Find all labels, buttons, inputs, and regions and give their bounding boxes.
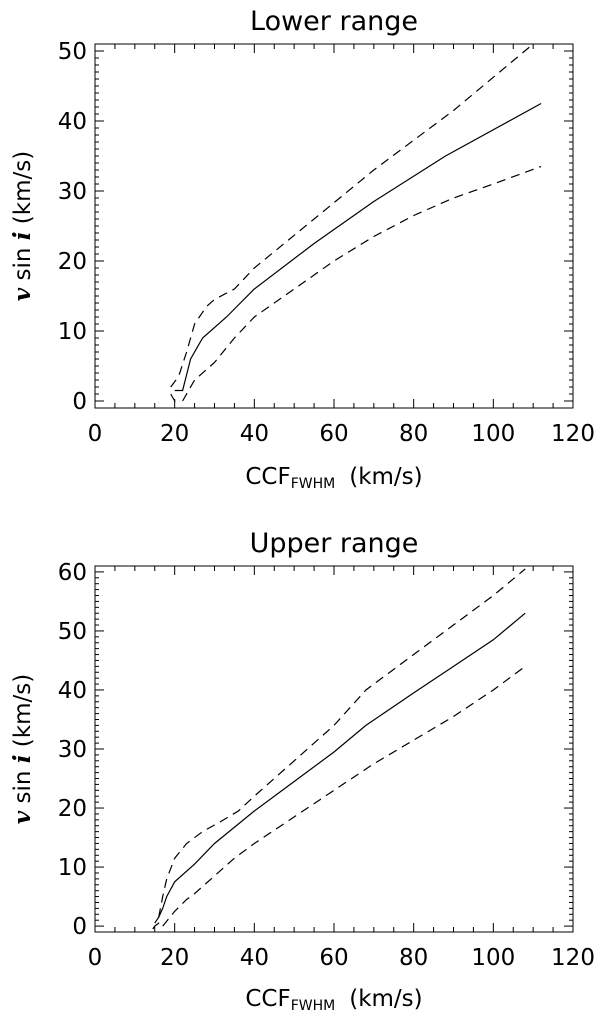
median-solid-line (154, 612, 526, 924)
x-tick-label: 0 (88, 421, 103, 447)
y-tick-label: 60 (58, 560, 87, 586)
x-axis-label-main: CCF (245, 464, 290, 490)
x-tick-label: 40 (240, 945, 269, 971)
x-axis-label-unit: (km/s) (349, 464, 422, 490)
x-axis-label-subscript: FWHM (291, 476, 336, 492)
y-tick-label: 20 (58, 249, 87, 275)
chart-title: Upper range (250, 528, 419, 559)
x-tick-label: 120 (551, 421, 595, 447)
x-tick-label: 100 (471, 945, 515, 971)
y-tick-label: 50 (58, 39, 87, 65)
plot-frame (94, 565, 574, 933)
y-axis-label-v: v (9, 810, 36, 824)
dashed-bound-line (162, 665, 526, 927)
dashed-bound-line (182, 165, 542, 402)
x-tick-label: 80 (399, 945, 428, 971)
x-tick-label: 60 (319, 421, 348, 447)
panel-lower-range: Lower range 0 20 40 60 80 100 120 0 10 20 30 40 50 CCF… (9, 6, 595, 492)
panel-upper-range: Upper range 0 20 40 60 80 100 120 0 10 20 30 40 50 60 C… (9, 528, 595, 1014)
y-axis-label-unit: (km/s) (10, 151, 36, 232)
y-tick-label: 10 (58, 855, 87, 881)
x-tick-label: 20 (160, 421, 189, 447)
y-axis-label-i: i (9, 232, 36, 241)
x-tick-label: 80 (399, 421, 428, 447)
x-tick-label: 0 (88, 945, 103, 971)
x-tick-label: 120 (551, 945, 595, 971)
x-axis-label-main: CCF (245, 986, 290, 1012)
y-tick-label: 20 (58, 796, 87, 822)
y-tick-label: 0 (72, 914, 87, 940)
x-tick-label: 100 (471, 421, 515, 447)
dashed-bound-line (170, 393, 178, 408)
y-axis-label-v: v (9, 287, 36, 301)
y-axis-label: v sin i (km/s) (9, 151, 36, 301)
x-axis-label-subscript: FWHM (291, 998, 336, 1014)
y-axis-label-unit: (km/s) (10, 674, 36, 755)
y-axis-label-sin: sin (10, 763, 36, 811)
dashed-bound-line (152, 919, 162, 930)
y-axis-label: v sin i (km/s) (9, 674, 36, 824)
y-tick-label: 50 (58, 619, 87, 645)
y-tick-label: 40 (58, 678, 87, 704)
x-axis-label-unit: (km/s) (349, 986, 422, 1012)
x-tick-label: 20 (160, 945, 189, 971)
dashed-bound-line (158, 568, 526, 918)
y-tick-label: 30 (58, 179, 87, 205)
x-tick-label: 60 (319, 945, 348, 971)
plot-frame (94, 43, 574, 409)
median-solid-line (174, 102, 542, 392)
dashed-bound-line (170, 44, 534, 388)
y-tick-label: 30 (58, 737, 87, 763)
x-tick-label: 40 (240, 421, 269, 447)
chart-title: Lower range (250, 6, 418, 37)
x-axis-label: CCFFWHM (km/s) (245, 986, 422, 1014)
x-axis-label: CCFFWHM (km/s) (245, 464, 422, 492)
y-tick-label: 40 (58, 109, 87, 135)
y-tick-label: 10 (58, 319, 87, 345)
y-tick-label: 0 (72, 389, 87, 415)
y-axis-label-i: i (9, 755, 36, 764)
y-axis-label-sin: sin (10, 240, 36, 288)
